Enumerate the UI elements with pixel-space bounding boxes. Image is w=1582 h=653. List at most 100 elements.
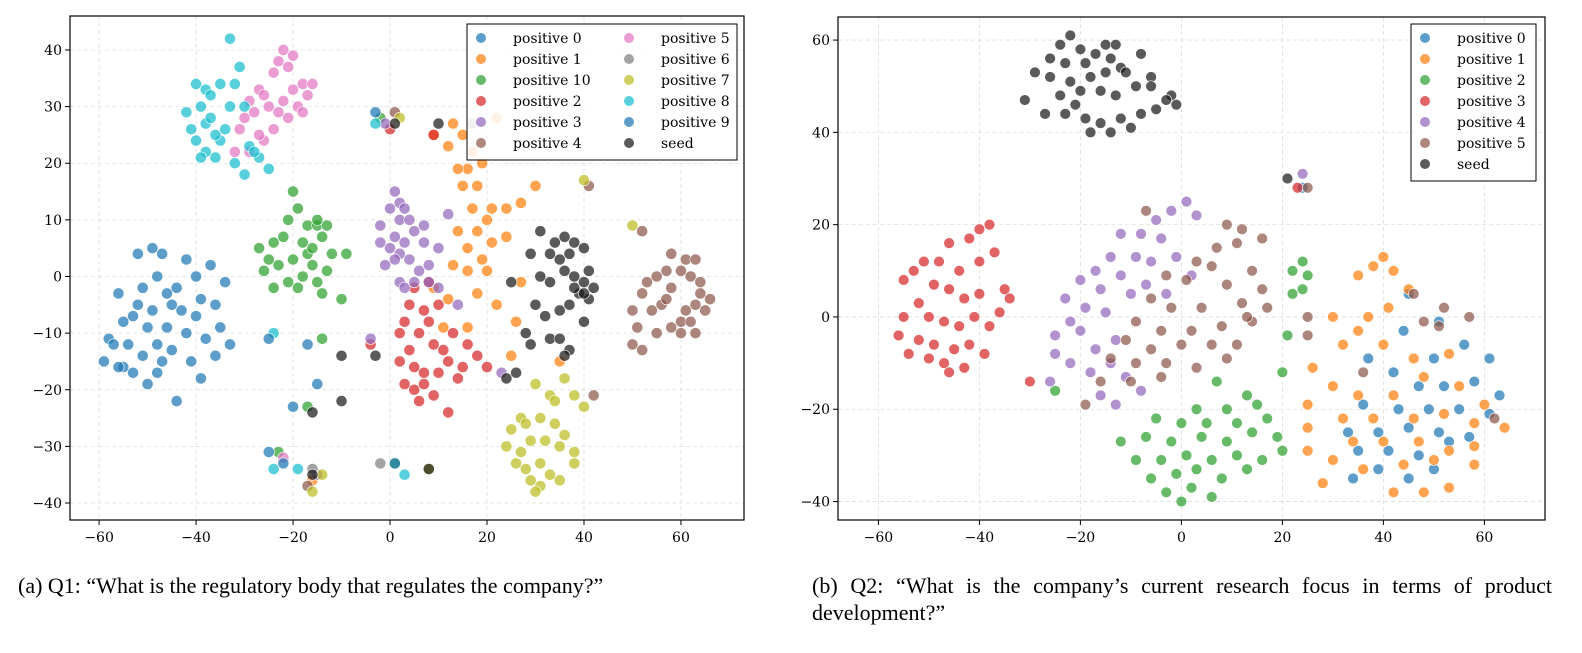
data-point: [214, 78, 227, 90]
series-positive-0: [98, 242, 236, 407]
data-point: [398, 468, 411, 481]
data-point: [1130, 454, 1142, 466]
data-point: [558, 349, 571, 362]
data-point: [1094, 117, 1107, 129]
data-point: [432, 242, 445, 255]
data-point: [1423, 403, 1435, 415]
data-point: [923, 311, 935, 323]
data-point: [1200, 417, 1213, 429]
data-point: [185, 123, 198, 136]
data-point: [306, 485, 319, 498]
data-point: [233, 61, 246, 73]
series-positive-2: [1049, 255, 1314, 508]
data-point: [1251, 398, 1263, 411]
data-point: [306, 468, 319, 481]
data-point: [529, 378, 542, 390]
data-point: [447, 327, 459, 340]
data-point: [1089, 343, 1102, 355]
data-point: [1205, 491, 1218, 503]
legend: positive 0 positive 1 positive 2 positive 3…: [1410, 23, 1537, 182]
data-point: [180, 253, 193, 266]
data-point: [1301, 182, 1314, 194]
data-point: [1089, 48, 1102, 60]
data-point: [369, 117, 382, 130]
data-point: [548, 236, 561, 249]
data-point: [335, 349, 348, 362]
data-point: [1130, 80, 1142, 92]
data-point: [316, 332, 329, 345]
series-positive-4: [1044, 168, 1309, 411]
data-point: [1170, 98, 1183, 111]
data-point: [1443, 348, 1455, 360]
data-point: [983, 218, 996, 231]
data-point: [1296, 168, 1309, 180]
data-point: [1342, 426, 1354, 439]
data-point: [1337, 338, 1349, 351]
data-point: [1352, 269, 1364, 282]
data-point: [151, 270, 164, 283]
data-point: [374, 219, 387, 232]
data-point: [1155, 371, 1167, 383]
data-point: [185, 355, 198, 368]
data-point: [306, 406, 319, 419]
data-point: [146, 304, 159, 317]
data-point: [626, 304, 639, 317]
x-tick-label: 20: [1273, 530, 1291, 546]
data-point: [553, 253, 566, 266]
y-tick-label: −40: [32, 496, 62, 512]
series-positive-5: [1079, 182, 1501, 425]
data-point: [1301, 398, 1314, 411]
data-point: [1463, 311, 1475, 323]
data-point: [548, 417, 561, 430]
data-point: [195, 151, 207, 164]
series-positive-7: [306, 112, 639, 498]
data-point: [1115, 228, 1127, 240]
data-point: [665, 247, 678, 260]
data-point: [209, 151, 222, 164]
data-point: [388, 117, 401, 130]
data-point: [180, 106, 193, 119]
data-point: [943, 366, 955, 379]
data-point: [1352, 389, 1364, 402]
legend-label: seed: [661, 136, 694, 152]
data-point: [291, 463, 304, 475]
data-point: [1221, 403, 1233, 415]
data-point: [1387, 265, 1400, 277]
data-point: [626, 219, 639, 232]
data-point: [675, 264, 687, 277]
data-point: [175, 304, 188, 317]
data-point: [325, 247, 338, 260]
data-point: [524, 338, 537, 351]
data-point: [1261, 302, 1273, 314]
data-point: [1110, 38, 1122, 51]
data-point: [418, 304, 430, 317]
x-tick-label: 40: [575, 530, 593, 546]
data-point: [195, 293, 207, 306]
data-point: [1221, 352, 1233, 365]
data-point: [456, 361, 469, 374]
data-point: [131, 298, 144, 311]
data-point: [1205, 260, 1218, 272]
data-point: [437, 344, 450, 357]
data-point: [418, 366, 430, 379]
y-tick-label: −40: [800, 495, 830, 511]
legend-marker: [1420, 117, 1430, 127]
data-point: [1327, 311, 1339, 323]
data-point: [199, 332, 212, 345]
data-point: [1110, 334, 1122, 346]
data-point: [1155, 232, 1167, 245]
data-point: [660, 293, 673, 306]
legend-marker: [624, 96, 634, 106]
y-tick-label: −10: [32, 326, 62, 342]
data-point: [170, 281, 183, 294]
data-point: [1221, 218, 1233, 231]
data-point: [374, 457, 387, 470]
series-seed: [1019, 29, 1294, 185]
data-point: [1418, 486, 1430, 499]
data-point: [694, 287, 707, 300]
data-point: [578, 276, 590, 289]
legend-label: positive 8: [661, 94, 730, 110]
data-point: [963, 338, 975, 351]
data-point: [403, 253, 416, 266]
data-point: [524, 474, 537, 487]
